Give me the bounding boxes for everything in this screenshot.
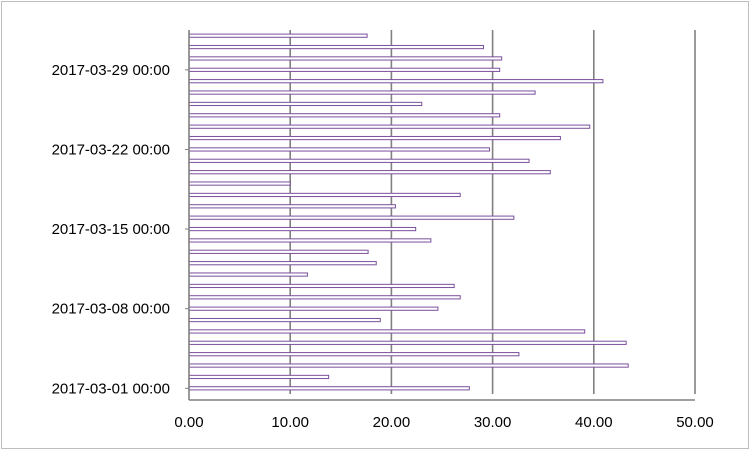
bar xyxy=(188,295,461,300)
bar xyxy=(188,374,330,380)
x-tick-label: 0.00 xyxy=(174,414,203,431)
x-tick-label: 10.00 xyxy=(271,414,309,431)
bar xyxy=(188,317,381,323)
bar xyxy=(188,192,461,198)
bar xyxy=(188,67,501,72)
y-tick-label: 2017-03-22 00:00 xyxy=(52,141,170,158)
bar xyxy=(188,101,423,107)
x-tick-label: 50.00 xyxy=(676,414,714,431)
bar xyxy=(188,124,591,129)
bar xyxy=(188,306,439,311)
bar xyxy=(188,249,369,254)
axes xyxy=(185,30,695,401)
bar xyxy=(188,340,627,345)
bar xyxy=(188,283,455,289)
y-tick-label: 2017-03-01 00:00 xyxy=(52,380,170,397)
bar xyxy=(188,147,491,152)
bar xyxy=(188,215,515,220)
bar xyxy=(188,226,417,232)
bar xyxy=(188,135,561,141)
y-tick-labels: 2017-03-01 00:00 2017-03-08 00:00 2017-03-… xyxy=(52,62,170,398)
x-tick-label: 20.00 xyxy=(373,414,411,431)
y-tick-label: 2017-03-15 00:00 xyxy=(52,221,170,238)
y-tick-label: 2017-03-29 00:00 xyxy=(52,62,170,79)
bars xyxy=(188,33,629,391)
bar xyxy=(188,44,484,50)
bar xyxy=(188,352,520,357)
y-tick-label: 2017-03-08 00:00 xyxy=(52,301,170,318)
bar xyxy=(188,170,551,175)
bar xyxy=(188,261,377,266)
bar xyxy=(188,363,629,368)
bar xyxy=(188,113,501,118)
bar xyxy=(188,158,530,163)
x-tick-labels: 0.00 10.00 20.00 30.00 40.00 50.00 xyxy=(174,414,713,431)
bar xyxy=(188,238,432,243)
x-tick-label: 30.00 xyxy=(474,414,512,431)
bar xyxy=(188,329,586,334)
gridlines xyxy=(289,30,696,394)
bar xyxy=(188,56,503,61)
bar xyxy=(188,90,536,95)
bar xyxy=(188,79,604,84)
x-tick-label: 40.00 xyxy=(575,414,613,431)
bar xyxy=(188,33,368,38)
bar xyxy=(188,386,470,391)
bar xyxy=(188,272,308,277)
bar xyxy=(188,204,396,209)
bar xyxy=(188,181,291,186)
